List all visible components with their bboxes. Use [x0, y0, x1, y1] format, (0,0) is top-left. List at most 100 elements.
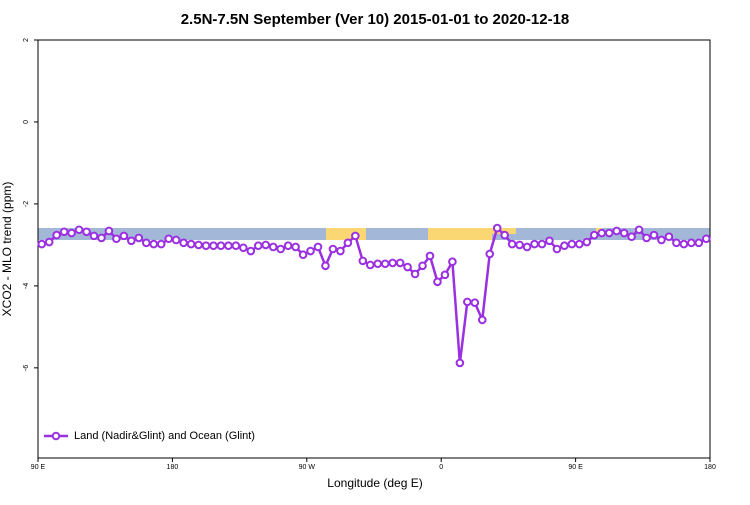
- data-point: [179, 238, 188, 248]
- data-point: [104, 226, 114, 236]
- data-point: [276, 244, 285, 254]
- y-tick-label: -2: [23, 201, 30, 207]
- data-point: [127, 236, 136, 246]
- data-point: [97, 233, 106, 243]
- data-point: [261, 240, 271, 250]
- data-point: [634, 225, 644, 235]
- data-point: [560, 241, 569, 251]
- data-point: [388, 258, 397, 268]
- data-point: [156, 239, 166, 249]
- plot-frame: [37, 39, 711, 459]
- data-point: [492, 223, 502, 233]
- data-point: [141, 238, 151, 248]
- data-point: [567, 239, 577, 249]
- data-point: [604, 228, 614, 238]
- data-point: [694, 238, 704, 248]
- data-point: [336, 246, 345, 256]
- data-point: [82, 227, 91, 237]
- data-point: [171, 235, 181, 245]
- data-point: [149, 239, 159, 249]
- y-tick-label: -4: [23, 283, 30, 289]
- data-point: [283, 241, 293, 251]
- data-point: [425, 251, 435, 261]
- data-point: [268, 242, 278, 252]
- data-point: [552, 244, 562, 254]
- data-point: [306, 246, 315, 256]
- data-point: [313, 242, 323, 252]
- data-point: [582, 237, 592, 247]
- data-point: [291, 242, 300, 252]
- data-point: [224, 241, 233, 251]
- data-point: [575, 239, 584, 249]
- data-point: [373, 259, 383, 269]
- data-point: [485, 249, 495, 259]
- ocean-band: [38, 228, 710, 240]
- data-point: [463, 297, 472, 307]
- data-point: [298, 250, 308, 260]
- data-point: [418, 261, 427, 271]
- data-point: [209, 241, 218, 251]
- data-point: [649, 230, 659, 240]
- data-point: [328, 244, 338, 254]
- data-point: [642, 233, 651, 243]
- data-point: [246, 246, 256, 256]
- data-point: [672, 238, 681, 248]
- data-point: [253, 241, 263, 251]
- data-point: [74, 225, 84, 235]
- data-point: [358, 256, 368, 266]
- x-tick-label: 90 E: [31, 464, 46, 471]
- data-point: [507, 239, 517, 249]
- y-tick-label: 2: [23, 38, 30, 42]
- y-axis-label: XCO2 - MLO trend (ppm): [0, 182, 14, 317]
- data-point: [515, 240, 524, 250]
- x-tick-label: 180: [704, 464, 716, 471]
- data-point: [52, 230, 61, 240]
- data-point: [410, 269, 420, 279]
- data-point: [365, 260, 375, 270]
- data-point: [231, 241, 241, 251]
- data-point: [134, 233, 144, 243]
- data-point: [657, 235, 666, 245]
- data-point: [448, 257, 457, 267]
- x-tick-label: 90 E: [568, 464, 583, 471]
- y-tick-label: -6: [23, 365, 30, 371]
- data-point: [37, 239, 47, 249]
- data-point: [455, 358, 465, 368]
- legend-entry: Land (Nadir&Glint) and Ocean (Glint): [44, 430, 255, 442]
- data-point: [44, 237, 54, 247]
- data-point: [59, 227, 69, 237]
- data-point: [470, 298, 480, 307]
- y-tick-label: 0: [23, 120, 30, 124]
- data-point: [664, 232, 674, 242]
- data-point: [679, 239, 689, 249]
- data-point: [403, 262, 412, 272]
- data-point: [440, 270, 450, 280]
- data-point: [612, 226, 621, 236]
- data-point: [589, 230, 599, 240]
- legend-marker: [51, 431, 61, 441]
- x-axis-label: Longitude (deg E): [327, 476, 422, 490]
- data-point: [500, 230, 509, 240]
- data-point: [619, 228, 629, 238]
- data-point: [627, 232, 636, 242]
- data-point: [530, 239, 539, 249]
- x-tick-label: 0: [439, 464, 443, 471]
- land-band: [326, 228, 366, 240]
- data-point: [433, 277, 442, 287]
- data-point: [343, 238, 353, 248]
- data-point: [89, 231, 99, 241]
- land-band: [428, 228, 492, 240]
- data-point: [194, 240, 203, 250]
- data-point: [597, 228, 607, 238]
- data-point: [701, 234, 711, 244]
- data-point: [216, 241, 226, 251]
- x-tick-label: 90 W: [299, 464, 316, 471]
- chart-title: 2.5N-7.5N September (Ver 10) 2015-01-01 …: [181, 11, 570, 28]
- data-point: [395, 258, 405, 268]
- data-point: [687, 238, 696, 248]
- data-point: [537, 239, 547, 249]
- data-point: [545, 236, 554, 246]
- data-point: [351, 231, 360, 241]
- data-point: [67, 228, 76, 238]
